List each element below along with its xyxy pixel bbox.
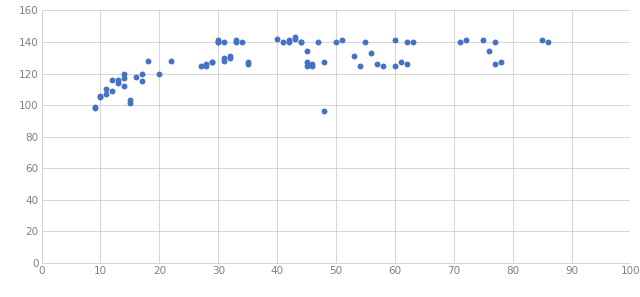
Point <box>349 54 359 59</box>
Point <box>313 40 323 44</box>
Point <box>307 63 317 68</box>
Point <box>107 89 117 93</box>
Point <box>119 71 129 76</box>
Point <box>290 37 300 41</box>
Point <box>490 62 500 67</box>
Point <box>408 40 418 44</box>
Point <box>296 40 306 44</box>
Point <box>136 79 147 84</box>
Point <box>296 40 306 44</box>
Point <box>219 55 229 60</box>
Point <box>231 38 241 43</box>
Point <box>484 49 494 54</box>
Point <box>272 37 282 41</box>
Point <box>225 55 235 60</box>
Point <box>107 78 117 82</box>
Point <box>496 60 506 65</box>
Point <box>90 106 100 110</box>
Point <box>219 40 229 44</box>
Point <box>202 63 212 68</box>
Point <box>231 40 241 44</box>
Point <box>390 63 400 68</box>
Point <box>401 40 412 44</box>
Point <box>366 50 376 55</box>
Point <box>213 40 223 44</box>
Point <box>284 38 294 43</box>
Point <box>95 95 106 99</box>
Point <box>301 60 312 65</box>
Point <box>136 71 147 76</box>
Point <box>290 35 300 40</box>
Point <box>207 60 218 65</box>
Point <box>213 40 223 44</box>
Point <box>101 87 111 92</box>
Point <box>355 63 365 68</box>
Point <box>319 60 330 65</box>
Point <box>390 38 400 43</box>
Point <box>119 76 129 80</box>
Point <box>378 63 388 68</box>
Point <box>331 40 341 44</box>
Point <box>195 63 205 68</box>
Point <box>337 38 347 43</box>
Point <box>543 40 553 44</box>
Point <box>202 62 212 67</box>
Point <box>154 71 164 76</box>
Point <box>143 59 153 63</box>
Point <box>460 38 470 43</box>
Point <box>396 60 406 65</box>
Point <box>213 38 223 43</box>
Point <box>401 62 412 67</box>
Point <box>207 60 218 65</box>
Point <box>113 78 124 82</box>
Point <box>219 59 229 63</box>
Point <box>301 63 312 68</box>
Point <box>237 40 247 44</box>
Point <box>537 38 547 43</box>
Point <box>301 49 312 54</box>
Point <box>101 92 111 97</box>
Point <box>119 84 129 89</box>
Point <box>113 80 124 85</box>
Point <box>166 59 176 63</box>
Point <box>454 40 465 44</box>
Point <box>360 40 371 44</box>
Point <box>307 62 317 67</box>
Point <box>95 93 106 98</box>
Point <box>131 74 141 79</box>
Point <box>243 62 253 67</box>
Point <box>478 38 488 43</box>
Point <box>319 109 330 114</box>
Point <box>125 101 135 106</box>
Point <box>225 54 235 59</box>
Point <box>372 62 382 67</box>
Point <box>278 40 288 44</box>
Point <box>90 104 100 109</box>
Point <box>243 60 253 65</box>
Point <box>125 98 135 103</box>
Point <box>284 40 294 44</box>
Point <box>490 40 500 44</box>
